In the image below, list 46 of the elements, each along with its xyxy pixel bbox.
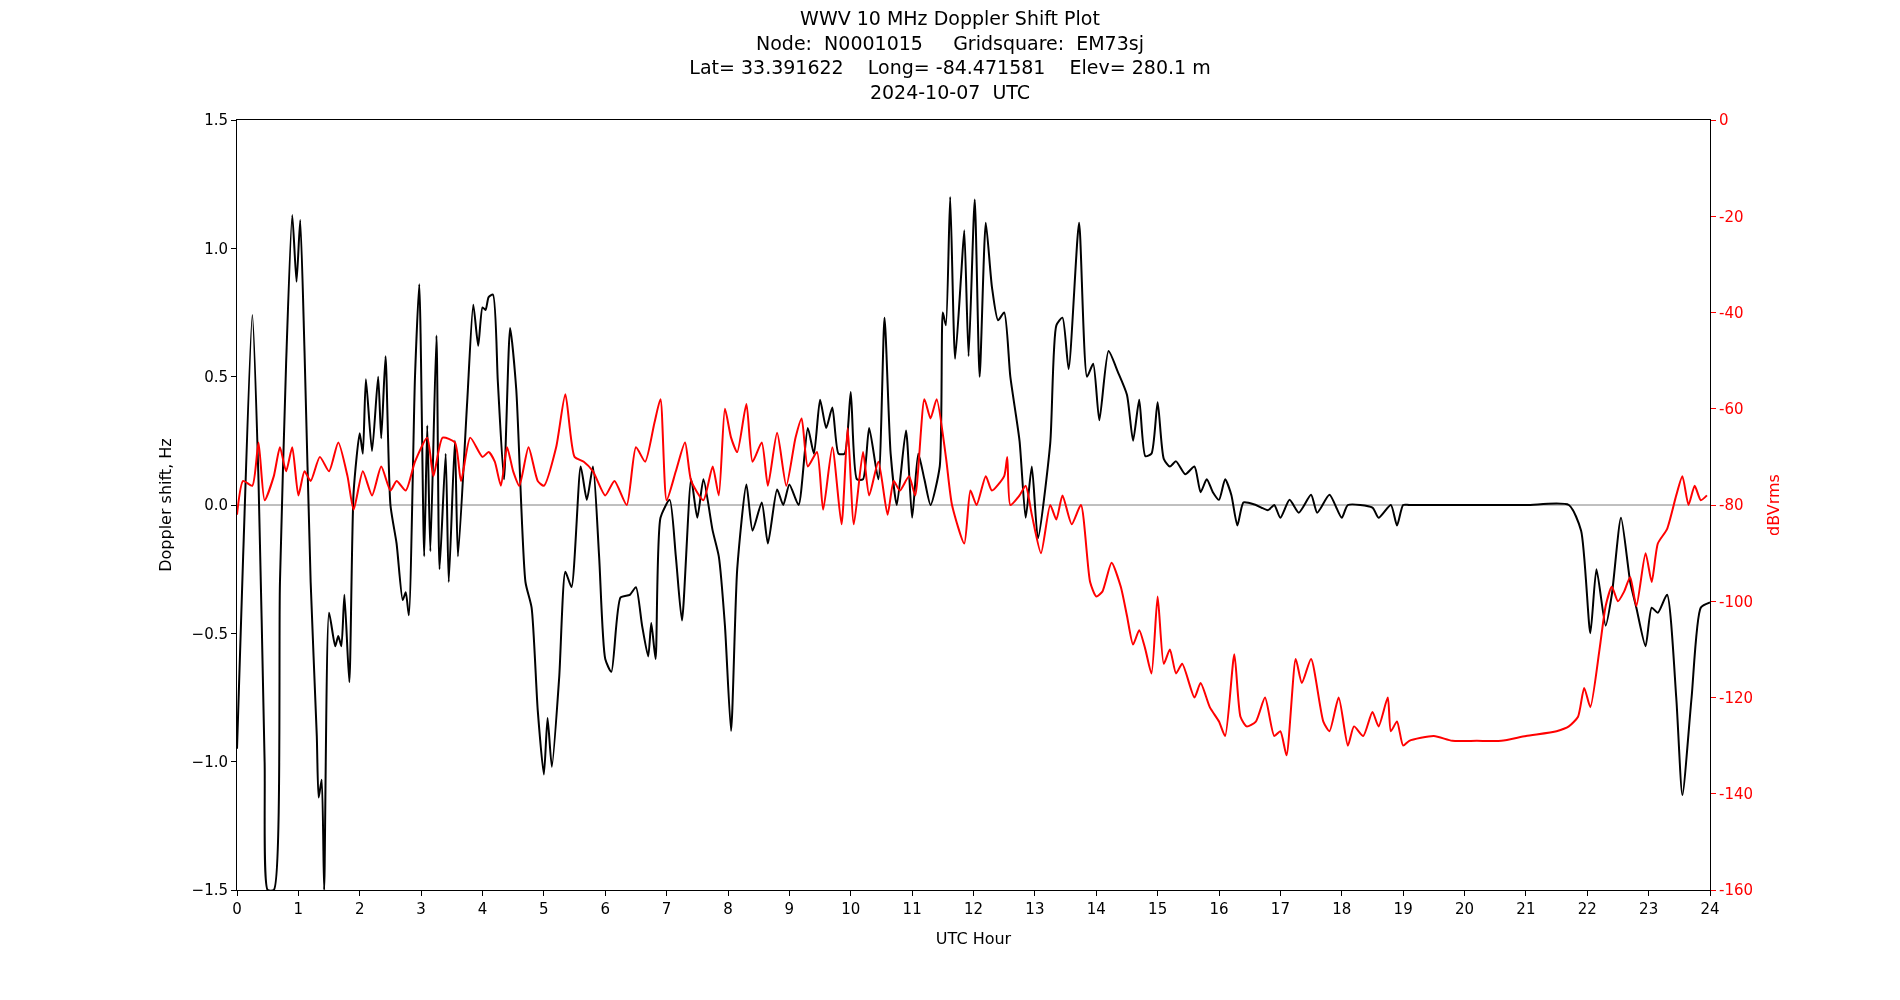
y-tick-label: 1.5	[204, 111, 228, 130]
x-tick-label: 4	[477, 900, 488, 918]
x-tick-label: 21	[1516, 900, 1536, 918]
y2-tick-label: 0	[1719, 111, 1729, 130]
y-tick-label: 0.0	[204, 496, 228, 515]
y-tick-label: −0.5	[191, 624, 228, 643]
y2-tick-label: -40	[1719, 303, 1744, 322]
y2-axis-title: dBVrms	[1763, 474, 1783, 536]
x-tick-label: 6	[600, 900, 611, 918]
line-series	[237, 393, 1708, 757]
x-tick-label: 5	[539, 900, 549, 918]
y2-tick-label: -20	[1719, 207, 1744, 226]
x-tick-label: 7	[661, 900, 672, 918]
y2-tick-label: -100	[1719, 592, 1754, 611]
chart-title: WWV 10 MHz Doppler Shift Plot Node: N0001015 Gridsquare: EM73sj Lat= 33.391622 Long= -84.471581 Elev= 280.1 m 2024-10-07 UTC	[689, 7, 1211, 104]
x-tick-label: 11	[902, 900, 922, 918]
x-tick-label: 17	[1270, 900, 1290, 918]
x-tick-label: 18	[1332, 900, 1352, 918]
y-tick-label: −1.0	[191, 752, 228, 771]
x-tick-label: 24	[1700, 900, 1720, 918]
x-tick-label: 1	[293, 900, 304, 918]
y2-tick-label: -60	[1719, 400, 1744, 418]
x-tick-label: 12	[963, 900, 984, 918]
y-tick-label: 0.5	[204, 367, 228, 386]
x-tick-label: 9	[784, 900, 795, 918]
y2-tick-label: -160	[1719, 881, 1754, 900]
x-tick-label: 15	[1148, 900, 1168, 918]
x-tick-label: 20	[1454, 900, 1475, 918]
y-tick-label: 1.0	[204, 239, 228, 258]
x-tick-label: 10	[841, 900, 861, 918]
x-tick-label: 22	[1577, 900, 1597, 918]
x-tick-label: 16	[1209, 900, 1229, 918]
x-tick-label: 19	[1393, 900, 1413, 918]
y2-tick-label: -140	[1719, 785, 1754, 803]
x-tick-label: 23	[1639, 900, 1659, 918]
x-tick-label: 8	[723, 900, 733, 918]
x-tick-label: 13	[1025, 900, 1045, 918]
x-tick-label: 0	[232, 900, 242, 918]
y-axis-title: Doppler shift, Hz	[156, 438, 176, 572]
y2-tick-label: -80	[1719, 496, 1744, 515]
x-axis-title: UTC Hour	[935, 928, 1012, 948]
x-tick-label: 3	[416, 900, 426, 918]
y2-tick-label: -120	[1719, 688, 1754, 707]
y-tick-label: −1.5	[191, 881, 228, 900]
x-tick-label: 14	[1086, 900, 1106, 918]
x-tick-label: 2	[354, 900, 365, 918]
